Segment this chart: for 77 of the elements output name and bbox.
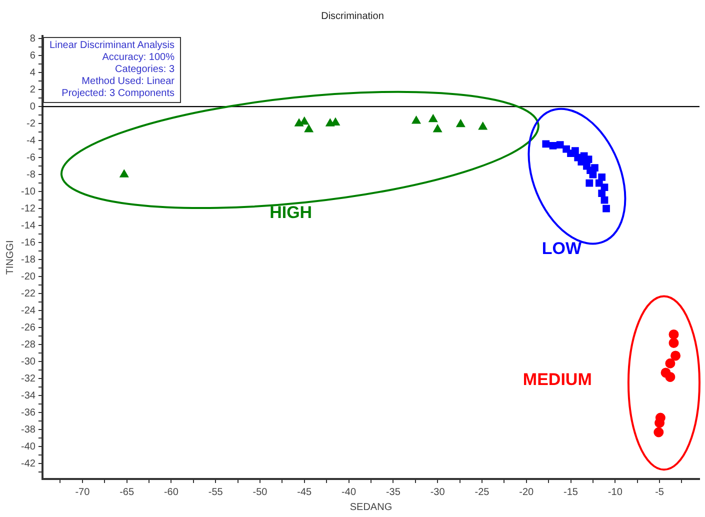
point bbox=[668, 338, 679, 348]
y-tick-label: -10 bbox=[21, 186, 36, 198]
point bbox=[665, 372, 676, 382]
point bbox=[549, 142, 557, 150]
point bbox=[433, 124, 442, 132]
y-tick-label: -26 bbox=[21, 322, 36, 334]
point bbox=[589, 170, 597, 178]
y-axis-title: TINGGI bbox=[4, 240, 16, 275]
annotation: Method Used: Linear bbox=[80, 76, 175, 88]
point bbox=[598, 173, 606, 181]
x-tick-label: -25 bbox=[474, 486, 490, 498]
annotation: Projected: 3 Components bbox=[60, 88, 175, 100]
y-tick-label: -12 bbox=[21, 203, 36, 214]
point bbox=[556, 141, 564, 149]
x-tick-label: -65 bbox=[120, 486, 134, 498]
point bbox=[654, 427, 664, 438]
y-tick-label: -38 bbox=[21, 424, 36, 436]
x-tick-label: -10 bbox=[608, 486, 623, 498]
y-tick-label: 8 bbox=[30, 33, 36, 44]
y-tick-label: -28 bbox=[21, 339, 36, 350]
point bbox=[412, 116, 421, 124]
text: HIGH bbox=[270, 202, 312, 223]
point bbox=[668, 329, 679, 340]
point bbox=[542, 140, 550, 148]
x-tick-label: -50 bbox=[252, 486, 268, 498]
y-tick-label: -22 bbox=[21, 288, 36, 300]
point bbox=[478, 122, 488, 130]
annotation: Accuracy: 100% bbox=[101, 52, 175, 64]
point bbox=[665, 358, 676, 368]
x-axis-title: SEDANG bbox=[350, 502, 392, 513]
y-tick-label: -8 bbox=[26, 169, 36, 180]
y-tick-label: 0 bbox=[30, 101, 36, 112]
text: MEDIUM bbox=[522, 370, 592, 390]
y-tick-label: -2 bbox=[26, 118, 36, 130]
y-tick-label: -4 bbox=[26, 135, 36, 146]
x-tick-label: -70 bbox=[75, 486, 90, 498]
y-tick-label: 6 bbox=[30, 50, 36, 62]
y-tick-label: -14 bbox=[21, 220, 36, 232]
point bbox=[120, 170, 129, 178]
text: LOW bbox=[542, 239, 582, 260]
x-tick-label: -30 bbox=[430, 486, 446, 498]
y-tick-label: -20 bbox=[21, 271, 36, 282]
y-tick-label: -42 bbox=[21, 458, 36, 470]
y-tick-label: -36 bbox=[21, 407, 36, 418]
annotation: Linear Discriminant Analysis bbox=[49, 40, 175, 52]
point bbox=[591, 164, 598, 172]
point bbox=[428, 114, 438, 122]
chart-title: Discrimination bbox=[321, 10, 384, 22]
y-tick-label: 4 bbox=[30, 67, 36, 78]
point bbox=[456, 119, 466, 128]
x-tick-label: -45 bbox=[297, 486, 312, 498]
point bbox=[586, 179, 594, 187]
point bbox=[602, 204, 610, 212]
x-tick-label: -5 bbox=[655, 486, 664, 498]
y-tick-label: -40 bbox=[21, 441, 36, 452]
x-tick-label: -55 bbox=[208, 486, 224, 498]
annotation: Categories: 3 bbox=[114, 64, 175, 76]
x-tick-label: -15 bbox=[564, 486, 578, 498]
y-tick-label: -6 bbox=[26, 152, 36, 164]
x-tick-label: -40 bbox=[342, 486, 356, 498]
y-tick-label: -32 bbox=[21, 373, 36, 384]
x-tick-label: -60 bbox=[164, 486, 179, 498]
y-tick-label: 2 bbox=[30, 84, 36, 96]
point bbox=[598, 190, 606, 197]
point bbox=[600, 196, 608, 204]
point bbox=[294, 118, 304, 126]
y-tick-label: -24 bbox=[21, 305, 36, 316]
point bbox=[584, 156, 592, 163]
x-tick-label: -35 bbox=[386, 486, 401, 498]
point bbox=[670, 350, 681, 361]
point bbox=[304, 124, 314, 132]
y-tick-label: -34 bbox=[21, 390, 36, 402]
point bbox=[572, 147, 579, 154]
x-tick-label: -20 bbox=[519, 486, 534, 498]
y-tick-label: -30 bbox=[21, 356, 36, 368]
y-tick-label: -16 bbox=[21, 237, 36, 248]
y-tick-label: -18 bbox=[21, 254, 36, 266]
